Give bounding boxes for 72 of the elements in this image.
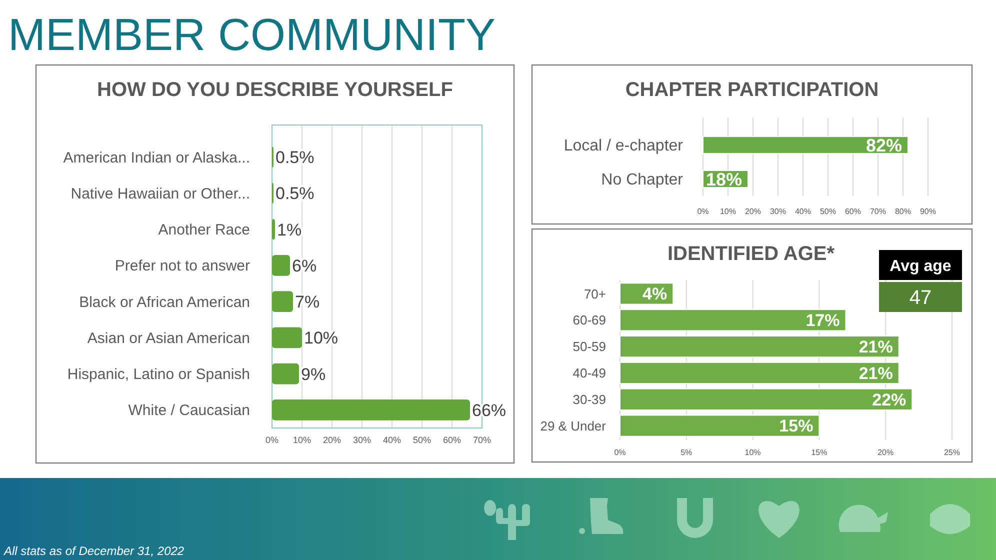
x-tick-label: 70%	[870, 207, 886, 216]
y-tick-label: 70+	[584, 286, 606, 302]
text: MEMBER COMMUNITY	[8, 9, 496, 60]
bar	[620, 309, 846, 332]
x-tick-label: 10%	[292, 435, 312, 445]
data-label: 9%	[301, 364, 326, 384]
x-tick-label: 25%	[944, 448, 960, 457]
data-label: 4%	[642, 284, 668, 304]
data-label: 10%	[304, 328, 338, 348]
bar	[272, 363, 299, 384]
y-tick-label: Native Hawaiian or Other...	[70, 185, 250, 202]
x-tick-label: 30%	[352, 435, 372, 445]
data-label: 7%	[295, 292, 320, 312]
bar	[620, 335, 900, 358]
y-tick-label: Prefer not to answer	[114, 258, 250, 275]
x-tick-label: 0%	[614, 448, 626, 457]
data-label: 6%	[292, 256, 317, 276]
text: Avg age	[890, 258, 952, 275]
data-label: 17%	[806, 311, 840, 330]
data-label: 21%	[858, 364, 893, 383]
bar	[272, 291, 293, 312]
bar	[620, 362, 900, 384]
x-tick-label: 70%	[472, 435, 492, 445]
chart-title: IDENTIFIED AGE*	[667, 243, 835, 265]
bar	[620, 388, 913, 410]
x-tick-label: 20%	[744, 207, 762, 216]
x-tick-label: 40%	[794, 207, 812, 216]
x-tick-label: 60%	[442, 435, 462, 445]
data-label: 21%	[858, 337, 893, 356]
text: All stats as of December 31, 2022	[3, 544, 184, 558]
annotation: 47	[909, 287, 932, 309]
x-tick-label: 5%	[680, 448, 692, 457]
chart-title: CHAPTER PARTICIPATION	[625, 79, 879, 101]
y-tick-label: Another Race	[158, 222, 250, 239]
x-tick-label: 20%	[878, 448, 894, 457]
y-tick-label: Local / e-chapter	[564, 138, 684, 155]
x-tick-label: 50%	[820, 207, 836, 216]
data-label: 1%	[277, 220, 302, 240]
y-tick-label: 50-59	[572, 339, 606, 354]
x-tick-label: 15%	[811, 448, 828, 457]
x-tick-label: 40%	[382, 435, 402, 445]
x-tick-label: 80%	[894, 207, 912, 216]
data-label: 18%	[706, 169, 742, 190]
bar	[620, 414, 820, 437]
y-tick-label: Hispanic, Latino or Spanish	[67, 366, 250, 384]
data-label: 22%	[872, 390, 906, 410]
y-tick-label: 60-69	[572, 312, 606, 328]
y-tick-label: Black or African American	[79, 294, 250, 311]
y-tick-label: 29 & Under	[540, 418, 607, 434]
y-tick-label: White / Caucasian	[128, 402, 250, 420]
y-tick-label: 40-49	[572, 366, 606, 381]
x-tick-label: 10%	[744, 448, 761, 457]
x-tick-label: 0%	[265, 435, 279, 445]
y-tick-label: Asian or Asian American	[87, 330, 250, 347]
bar	[272, 218, 275, 240]
data-label: 0.5%	[276, 184, 314, 204]
x-tick-label: 50%	[412, 435, 432, 445]
y-tick-label: No Chapter	[601, 172, 684, 189]
x-tick-label: 0%	[697, 207, 709, 216]
bar	[272, 254, 290, 276]
bar	[272, 327, 302, 348]
x-tick-label: 30%	[770, 207, 786, 216]
bar	[272, 399, 470, 420]
y-tick-label: 30-39	[572, 392, 606, 407]
x-tick-label: 90%	[920, 207, 936, 216]
data-label: 82%	[866, 135, 902, 156]
y-tick-label: American Indian or Alaska...	[63, 149, 250, 166]
data-label: 0.5%	[276, 148, 314, 168]
x-tick-label: 60%	[844, 207, 862, 216]
x-tick-label: 20%	[322, 435, 342, 445]
x-tick-label: 10%	[720, 207, 736, 216]
chart-title: HOW DO YOU DESCRIBE YOURSELF	[97, 79, 453, 101]
